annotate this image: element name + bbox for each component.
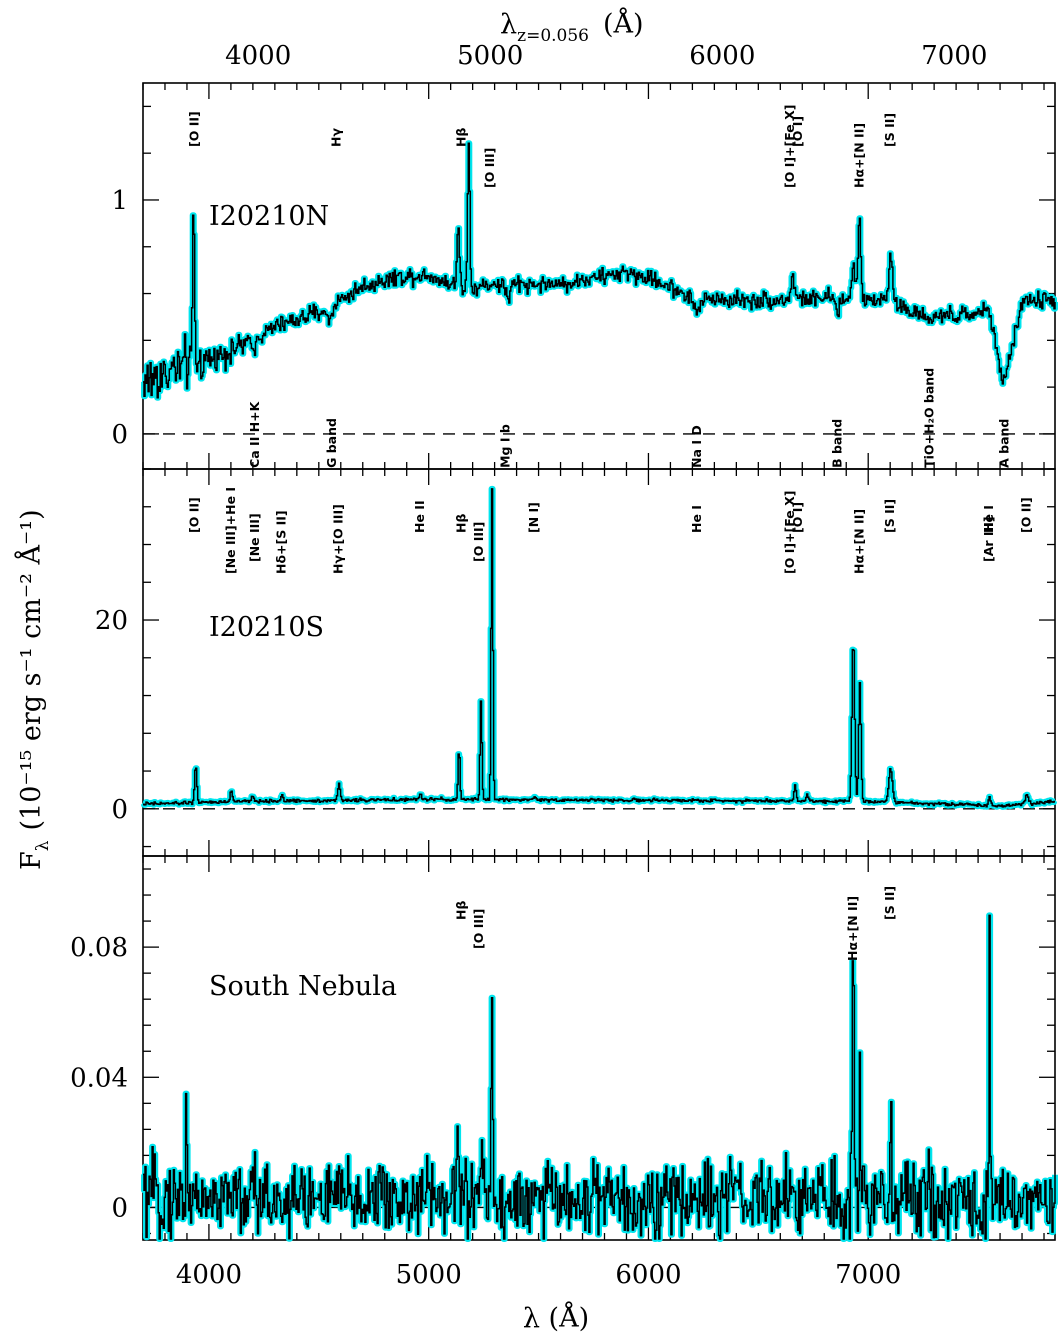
line-label: [O III] bbox=[471, 909, 486, 949]
spectrum-line bbox=[143, 914, 1056, 1240]
line-label: [S II] bbox=[882, 886, 897, 920]
y-axis-label: Fλ(10⁻¹⁵ erg s⁻¹ cm⁻² Å⁻¹) bbox=[14, 509, 53, 870]
top-tick-label-6000: 6000 bbox=[689, 41, 755, 71]
line-label: [N I] bbox=[526, 502, 541, 533]
line-label: [S II] bbox=[882, 499, 897, 533]
line-label: Ca II H+K bbox=[247, 400, 262, 468]
x-axis-label: λ (Å) bbox=[523, 1301, 589, 1334]
y-tick-label-20: 20 bbox=[95, 606, 128, 636]
line-label: Hβ bbox=[454, 128, 469, 147]
line-label: He I bbox=[981, 505, 996, 533]
line-label: [O I]+[Fe X] bbox=[782, 491, 797, 574]
top-axis-label: λz=0.056 (Å) bbox=[500, 7, 644, 46]
line-label: A band bbox=[996, 419, 1011, 468]
spectrum-line bbox=[143, 142, 1056, 399]
line-label: He II bbox=[412, 500, 427, 533]
bottom-wavelength-axis: 4000 5000 6000 7000 bbox=[176, 1260, 901, 1290]
line-label: Hδ+[S II] bbox=[273, 510, 288, 574]
line-label: Hγ bbox=[328, 128, 343, 147]
line-label: Hγ+[O III] bbox=[331, 504, 346, 574]
line-label: [O I]+[Fe X] bbox=[782, 105, 797, 188]
line-label: Hα+[N II] bbox=[845, 896, 860, 961]
y-tick-label-0.08: 0.08 bbox=[70, 933, 128, 963]
y-tick-label-0: 0 bbox=[111, 795, 128, 825]
plot-frame bbox=[142, 855, 1056, 1241]
line-label: [O II] bbox=[1018, 497, 1033, 533]
panel-name: I20210N bbox=[209, 201, 329, 232]
line-label: Hβ bbox=[454, 901, 469, 920]
line-label: [Ne III] bbox=[247, 513, 262, 562]
line-label: [Ne III]+He I bbox=[223, 487, 238, 574]
x-tick-label-5000: 5000 bbox=[396, 1260, 462, 1290]
panel-south-nebula: 0 0.04 0.08 South Nebula Hβ [O III] Hα+[N II] [… bbox=[70, 855, 1058, 1242]
line-label: [O III] bbox=[471, 522, 486, 562]
line-label: He I bbox=[689, 505, 704, 533]
line-label: [O II] bbox=[187, 111, 202, 147]
line-label: Hα+[N II] bbox=[851, 509, 866, 574]
x-tick-label-7000: 7000 bbox=[835, 1260, 901, 1290]
line-label: [O II] bbox=[187, 497, 202, 533]
top-tick-label-5000: 5000 bbox=[457, 41, 523, 71]
y-tick-label-0.04: 0.04 bbox=[70, 1063, 128, 1093]
x-tick-label-4000: 4000 bbox=[176, 1260, 242, 1290]
line-label: TiO+H₂O band bbox=[922, 368, 937, 468]
line-label: [O I] bbox=[790, 116, 805, 147]
panel-i20210n: 0 1 I20210N [O II] Hγ Hβ [O III] [O I][O I]+[Fe… bbox=[111, 82, 1058, 470]
y-tick-label-0: 0 bbox=[111, 420, 128, 450]
x-tick-label-6000: 6000 bbox=[615, 1260, 681, 1290]
line-label: Na I D bbox=[689, 425, 704, 468]
y-tick-label-0: 0 bbox=[111, 1193, 128, 1223]
line-label: Mg I b bbox=[498, 424, 513, 468]
top-tick-label-7000: 7000 bbox=[921, 41, 987, 71]
line-label: B band bbox=[829, 419, 844, 468]
line-label: [O I] bbox=[790, 502, 805, 533]
line-label: G band bbox=[324, 418, 339, 468]
line-label: Hβ bbox=[454, 514, 469, 533]
line-label: [O III] bbox=[482, 148, 497, 188]
top-wavelength-axis: 4000 5000 6000 7000 bbox=[225, 41, 987, 71]
line-label: [S II] bbox=[882, 113, 897, 147]
panel-name: I20210S bbox=[209, 612, 324, 643]
spectrum-line bbox=[143, 488, 1055, 808]
panel-name: South Nebula bbox=[209, 971, 397, 1002]
panel-i20210s: 0 20 I20210S [O II] [Ne III]+He I [Ne III] Hδ+… bbox=[95, 468, 1057, 857]
line-label: Hα+[N II] bbox=[851, 123, 866, 188]
top-tick-label-4000: 4000 bbox=[225, 41, 291, 71]
line-label: [Ar III] bbox=[981, 516, 996, 562]
y-tick-label-1: 1 bbox=[111, 186, 128, 216]
